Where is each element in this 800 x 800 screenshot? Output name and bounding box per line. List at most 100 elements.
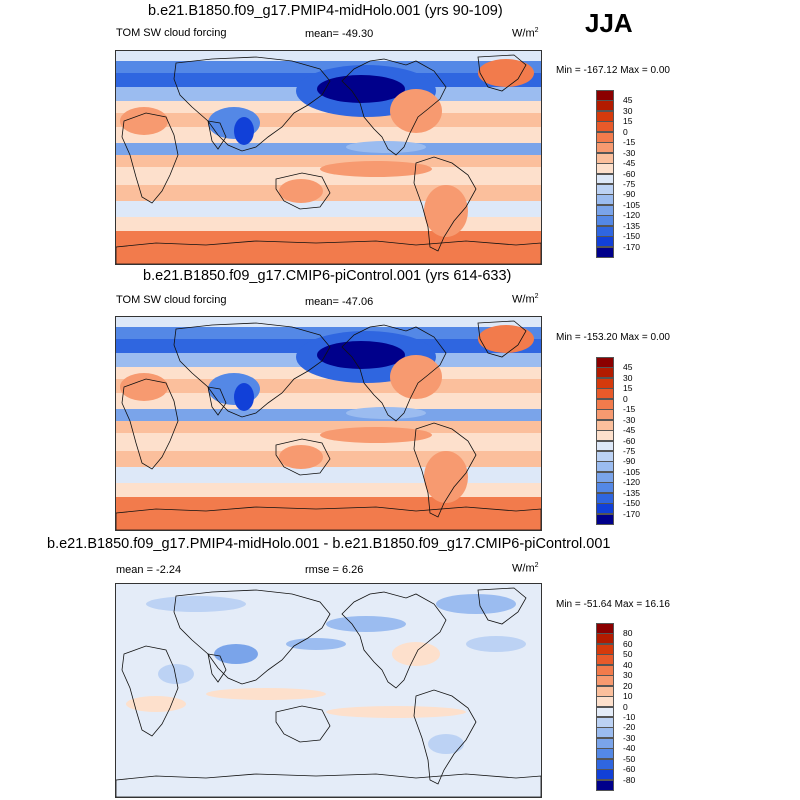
colorbar-swatch xyxy=(596,225,614,237)
panel-1-units: W/m2 xyxy=(512,27,539,40)
colorbar-swatch xyxy=(596,664,614,676)
colorbar-label: -135 xyxy=(623,220,641,231)
panel-1-variable-label: TOM SW cloud forcing xyxy=(116,27,227,39)
difference-anomaly xyxy=(214,644,258,664)
colorbar-swatch xyxy=(596,492,614,504)
cloud-forcing-band xyxy=(116,113,541,127)
colorbar-swatch xyxy=(596,183,614,195)
panel-1-minmax: Min = -167.12 Max = 0.00 xyxy=(556,65,670,76)
difference-anomaly xyxy=(206,688,326,700)
panel-2-minmax: Min = -153.20 Max = 0.00 xyxy=(556,332,670,343)
monsoon-core xyxy=(234,383,254,411)
colorbar-label: -105 xyxy=(623,466,641,477)
panel-2-mean: mean= -47.06 xyxy=(305,296,374,308)
colorbar-label: -30 xyxy=(623,414,636,425)
colorbar-label: -45 xyxy=(623,425,636,436)
cloud-forcing-band xyxy=(116,127,541,143)
difference-anomaly xyxy=(428,734,464,754)
colorbar-swatch xyxy=(596,215,614,227)
panel-3-rmse: rmse = 6.26 xyxy=(305,564,364,576)
coastline xyxy=(173,589,331,685)
colorbar-label: -10 xyxy=(623,711,636,722)
colorbar-label: -60 xyxy=(623,168,636,179)
panel-2-map xyxy=(115,316,542,531)
difference-anomaly xyxy=(436,594,516,614)
cloud-forcing-band xyxy=(116,497,541,530)
panel-3-colorbar: 80 60 50 40 30 20 10 0 -10 -20 -30 -40 -50 -60 -80 xyxy=(596,623,635,791)
colorbar-label: 50 xyxy=(623,649,633,660)
colorbar-swatch xyxy=(596,643,614,655)
cloud-forcing-band xyxy=(116,61,541,73)
coastline xyxy=(341,591,447,689)
panel-3-title: b.e21.B1850.f09_g17.PMIP4-midHolo.001 - … xyxy=(47,536,611,552)
coastline xyxy=(275,438,331,476)
cloud-forcing-band xyxy=(116,327,541,339)
colorbar-swatch xyxy=(596,204,614,216)
cloud-forcing-band xyxy=(116,51,541,61)
colorbar-label: 45 xyxy=(623,362,633,373)
colorbar-swatch xyxy=(596,236,614,248)
panel-2-variable-label: TOM SW cloud forcing xyxy=(116,294,227,306)
colorbar-swatch xyxy=(596,152,614,164)
colorbar-swatch xyxy=(596,367,614,379)
cloud-forcing-band xyxy=(116,201,541,217)
coastline xyxy=(121,645,179,737)
colorbar-swatch xyxy=(596,131,614,143)
panel-3-units: W/m2 xyxy=(512,562,539,575)
difference-anomaly xyxy=(466,636,526,652)
na-region xyxy=(390,355,442,399)
greenland-region xyxy=(478,59,534,87)
coastline xyxy=(341,58,447,156)
sa-region xyxy=(424,185,468,237)
colorbar-swatch xyxy=(596,471,614,483)
sahara-region xyxy=(120,107,168,135)
difference-anomaly xyxy=(126,696,186,712)
colorbar-swatch xyxy=(596,716,614,728)
coastline xyxy=(121,378,179,470)
colorbar-label: -30 xyxy=(623,147,636,158)
cloud-forcing-band xyxy=(116,317,541,327)
colorbar-label: 10 xyxy=(623,691,633,702)
coastline xyxy=(477,54,527,92)
coastline xyxy=(477,587,527,625)
itcz-band xyxy=(346,407,426,419)
australia-region xyxy=(279,179,323,203)
panel-3-map xyxy=(115,583,542,798)
colorbar-label: 20 xyxy=(623,680,633,691)
panel-2-units: W/m2 xyxy=(512,293,539,306)
colorbar-swatch xyxy=(596,142,614,154)
cloud-forcing-band xyxy=(116,379,541,393)
colorbar-swatch xyxy=(596,419,614,431)
stratocumulus-region xyxy=(320,161,432,177)
difference-anomaly xyxy=(326,616,406,632)
colorbar-label: -40 xyxy=(623,743,636,754)
coastline xyxy=(207,120,227,150)
coastline xyxy=(173,322,331,418)
panel-3-mean: mean = -2.24 xyxy=(116,564,182,576)
colorbar-label: 0 xyxy=(623,701,628,712)
cloud-forcing-band xyxy=(116,467,541,483)
colorbar-label: -150 xyxy=(623,231,641,242)
cloud-forcing-band xyxy=(116,433,541,451)
colorbar-label: -75 xyxy=(623,445,636,456)
cloud-forcing-band xyxy=(116,483,541,497)
colorbar-swatch xyxy=(596,758,614,770)
colorbar-label: 15 xyxy=(623,383,633,394)
sa-region xyxy=(424,451,468,503)
panel-1-map xyxy=(115,50,542,265)
difference-background xyxy=(116,584,541,797)
na-region xyxy=(390,89,442,133)
colorbar-label: -120 xyxy=(623,477,641,488)
coastline xyxy=(116,506,541,530)
cloud-forcing-band xyxy=(116,167,541,185)
cloud-forcing-band xyxy=(116,185,541,201)
panel-1-mean: mean= -49.30 xyxy=(305,28,374,40)
colorbar-label: 45 xyxy=(623,95,633,106)
cloud-forcing-band xyxy=(116,217,541,231)
coastline xyxy=(413,422,477,518)
colorbar-swatch xyxy=(596,194,614,206)
colorbar-label: 60 xyxy=(623,638,633,649)
monsoon-core xyxy=(234,117,254,145)
cloud-forcing-band xyxy=(116,143,541,155)
north-pacific-core xyxy=(317,75,405,103)
